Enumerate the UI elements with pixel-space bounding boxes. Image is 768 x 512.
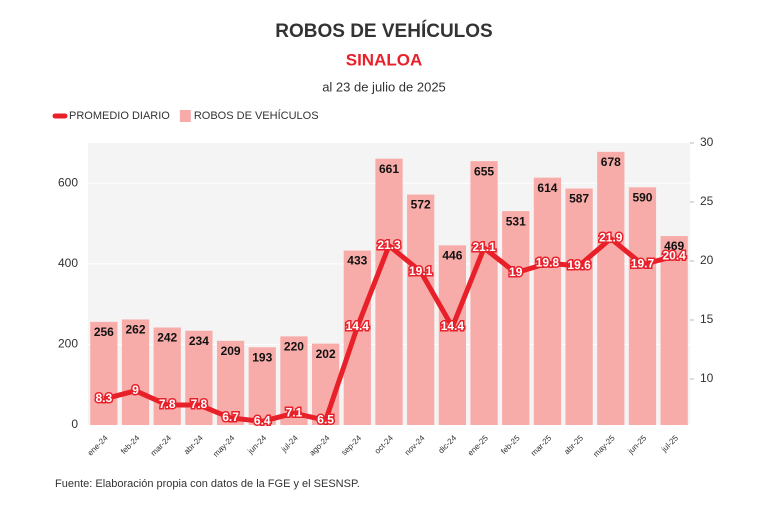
- bar: [533, 177, 562, 425]
- bar-value-label: 433: [347, 254, 367, 268]
- x-tick-label: mar-25: [529, 433, 554, 458]
- x-tick-label: ago-24: [308, 433, 332, 457]
- line-value-label: 20.4: [662, 248, 686, 262]
- legend-label: PROMEDIO DIARIO: [69, 110, 170, 122]
- x-tick-label: may-24: [211, 433, 237, 459]
- bar-value-label: 193: [252, 350, 272, 364]
- bar-value-label: 661: [379, 162, 399, 176]
- bar: [121, 319, 150, 425]
- bar: [248, 347, 276, 425]
- x-tick-label: feb-25: [499, 433, 522, 456]
- bar-value-label: 614: [537, 181, 557, 195]
- x-tick-label: ene-24: [86, 433, 110, 457]
- x-tick-label: jul-24: [279, 433, 300, 454]
- bar-value-label: 220: [284, 340, 304, 354]
- legend-label: ROBOS DE VEHÍCULOS: [194, 109, 319, 122]
- y2-tick-label: 25: [700, 194, 714, 208]
- chart-title: ROBOS DE VEHÍCULOS: [275, 20, 492, 42]
- line-value-label: 6.4: [254, 414, 271, 428]
- bar: [597, 151, 625, 425]
- x-tick-label: jun-25: [626, 433, 649, 456]
- line-value-label: 7.8: [159, 397, 176, 411]
- line-value-label: 7.1: [286, 405, 303, 419]
- x-tick-label: feb-24: [119, 433, 142, 456]
- line-value-label: 19.8: [536, 256, 560, 270]
- line: [103, 236, 675, 424]
- line-value-label: 14.4: [346, 319, 370, 333]
- bar: [90, 321, 118, 425]
- x-tick-label: abr-25: [562, 433, 585, 456]
- bar-value-label: 242: [157, 331, 177, 345]
- bar-value-label: 469: [664, 239, 684, 253]
- chart-subtitle: SINALOA: [346, 50, 423, 69]
- bar: [343, 250, 371, 425]
- bar-value-label: 262: [126, 323, 146, 337]
- line-value-label: 8.3: [95, 391, 112, 405]
- bar: [216, 340, 245, 425]
- y2-tick-label: 30: [700, 135, 714, 149]
- y-tick-label: 200: [58, 337, 78, 351]
- line-value-label: 21.9: [599, 231, 623, 245]
- bar: [660, 236, 688, 425]
- x-tick-label: ene-25: [466, 433, 490, 457]
- bar: [375, 158, 403, 425]
- x-tick-label: mar-24: [149, 433, 174, 458]
- line-value-label: 19: [509, 265, 523, 279]
- y-tick-label: 0: [71, 417, 78, 431]
- y-tick-label: 600: [58, 175, 78, 189]
- bar: [470, 161, 498, 425]
- line-value-label: 14.4: [441, 319, 465, 333]
- x-tick-label: dic-24: [436, 433, 458, 455]
- x-tick-label: jun-24: [245, 433, 268, 456]
- bar: [407, 194, 435, 425]
- bar: [502, 211, 530, 425]
- line-value-label: 6.7: [222, 410, 239, 424]
- x-tick-label: jul-25: [659, 433, 680, 454]
- line-value-label: 21.3: [377, 238, 401, 252]
- bar-value-label: 234: [189, 334, 209, 348]
- line-value-label: 19.6: [567, 258, 591, 272]
- bar-value-label: 209: [221, 344, 241, 358]
- x-tick-label: nov-24: [403, 433, 427, 457]
- bar-value-label: 572: [411, 198, 431, 212]
- line-value-label: 9: [132, 383, 139, 397]
- x-tick-label: sep-24: [340, 433, 364, 457]
- y2-tick-label: 10: [700, 371, 714, 385]
- bar-value-label: 446: [442, 248, 462, 262]
- bar-value-label: 531: [506, 214, 526, 228]
- bar-value-label: 678: [601, 155, 621, 169]
- bar-value-label: 655: [474, 164, 494, 178]
- y2-tick-label: 15: [700, 312, 714, 326]
- bar: [280, 336, 308, 425]
- bar-value-label: 590: [632, 190, 652, 204]
- bar-value-label: 256: [94, 325, 114, 339]
- line-value-label: 21.1: [472, 240, 496, 254]
- x-tick-label: abr-24: [182, 433, 205, 456]
- line-value-label: 7.8: [191, 397, 208, 411]
- y-tick-label: 400: [58, 256, 78, 270]
- line-value-label: 19.1: [409, 264, 433, 278]
- bar: [628, 187, 657, 425]
- source-note: Fuente: Elaboración propia con datos de …: [55, 478, 360, 490]
- legend-swatch: [179, 110, 191, 122]
- y2-tick-label: 20: [700, 253, 714, 267]
- bar: [312, 343, 340, 425]
- bar: [438, 245, 466, 425]
- bar: [565, 188, 593, 425]
- bar-value-label: 202: [316, 347, 336, 361]
- line-value-label: 6.5: [317, 412, 334, 426]
- date-note: al 23 de julio de 2025: [322, 79, 446, 94]
- bar-value-label: 587: [569, 192, 589, 206]
- x-tick-label: may-25: [591, 433, 617, 459]
- bar: [153, 327, 181, 425]
- x-tick-label: oct-24: [373, 433, 395, 455]
- line-value-label: 19.7: [631, 257, 655, 271]
